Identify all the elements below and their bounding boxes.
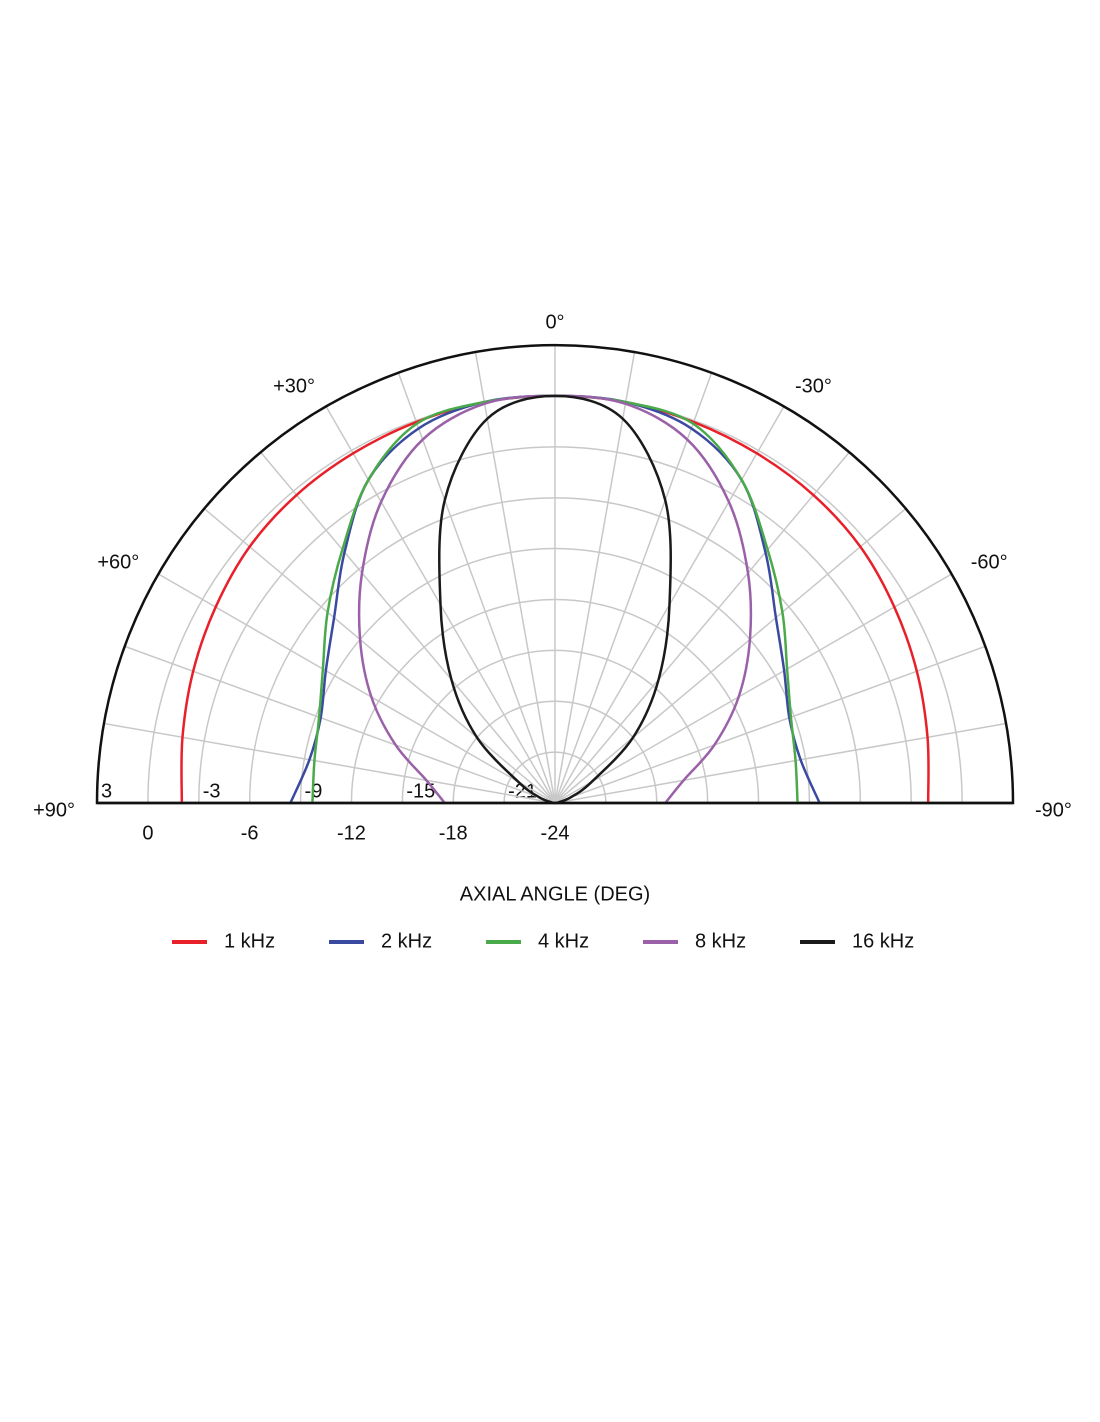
r-tick-label: -12	[337, 822, 366, 844]
theta-tick-label: +60°	[97, 551, 139, 573]
grid-spoke	[554, 451, 850, 804]
legend-label: 8 kHz	[695, 930, 746, 952]
series-line	[438, 394, 672, 805]
r-tick-label: -6	[241, 822, 259, 844]
grid-spoke	[203, 508, 556, 804]
theta-tick-label: +90°	[33, 799, 75, 821]
theta-tick-label: -30°	[795, 376, 832, 398]
grid-spoke	[554, 573, 953, 804]
theta-tick-label: +30°	[273, 376, 315, 398]
grid-spoke	[554, 645, 986, 804]
axis-title: AXIAL ANGLE (DEG)	[460, 883, 650, 905]
grid-spoke	[397, 372, 556, 804]
r-tick-label: 0	[142, 822, 153, 844]
grid-spoke	[554, 372, 713, 804]
r-tick-label: -24	[541, 822, 570, 844]
legend-label: 2 kHz	[381, 930, 432, 952]
grid-spoke	[554, 508, 907, 804]
grid-spoke	[103, 722, 556, 804]
theta-tick-label: -60°	[971, 551, 1008, 573]
grid-spoke	[157, 573, 556, 804]
r-tick-label: -3	[203, 780, 221, 802]
grid-spoke	[554, 351, 636, 804]
theta-tick-label: 0°	[545, 311, 564, 333]
grid-spoke	[554, 722, 1007, 804]
r-tick-label: -15	[406, 780, 435, 802]
theta-tick-label: -90°	[1035, 799, 1072, 821]
outer-ring	[95, 343, 1015, 805]
grid-spoke	[124, 645, 556, 804]
grid-spoke	[474, 351, 556, 804]
legend-label: 16 kHz	[852, 930, 914, 952]
legend-label: 1 kHz	[224, 930, 275, 952]
r-tick-label: -18	[439, 822, 468, 844]
legend-label: 4 kHz	[538, 930, 589, 952]
grid-spoke	[260, 451, 556, 804]
r-tick-label: 3	[101, 780, 112, 802]
